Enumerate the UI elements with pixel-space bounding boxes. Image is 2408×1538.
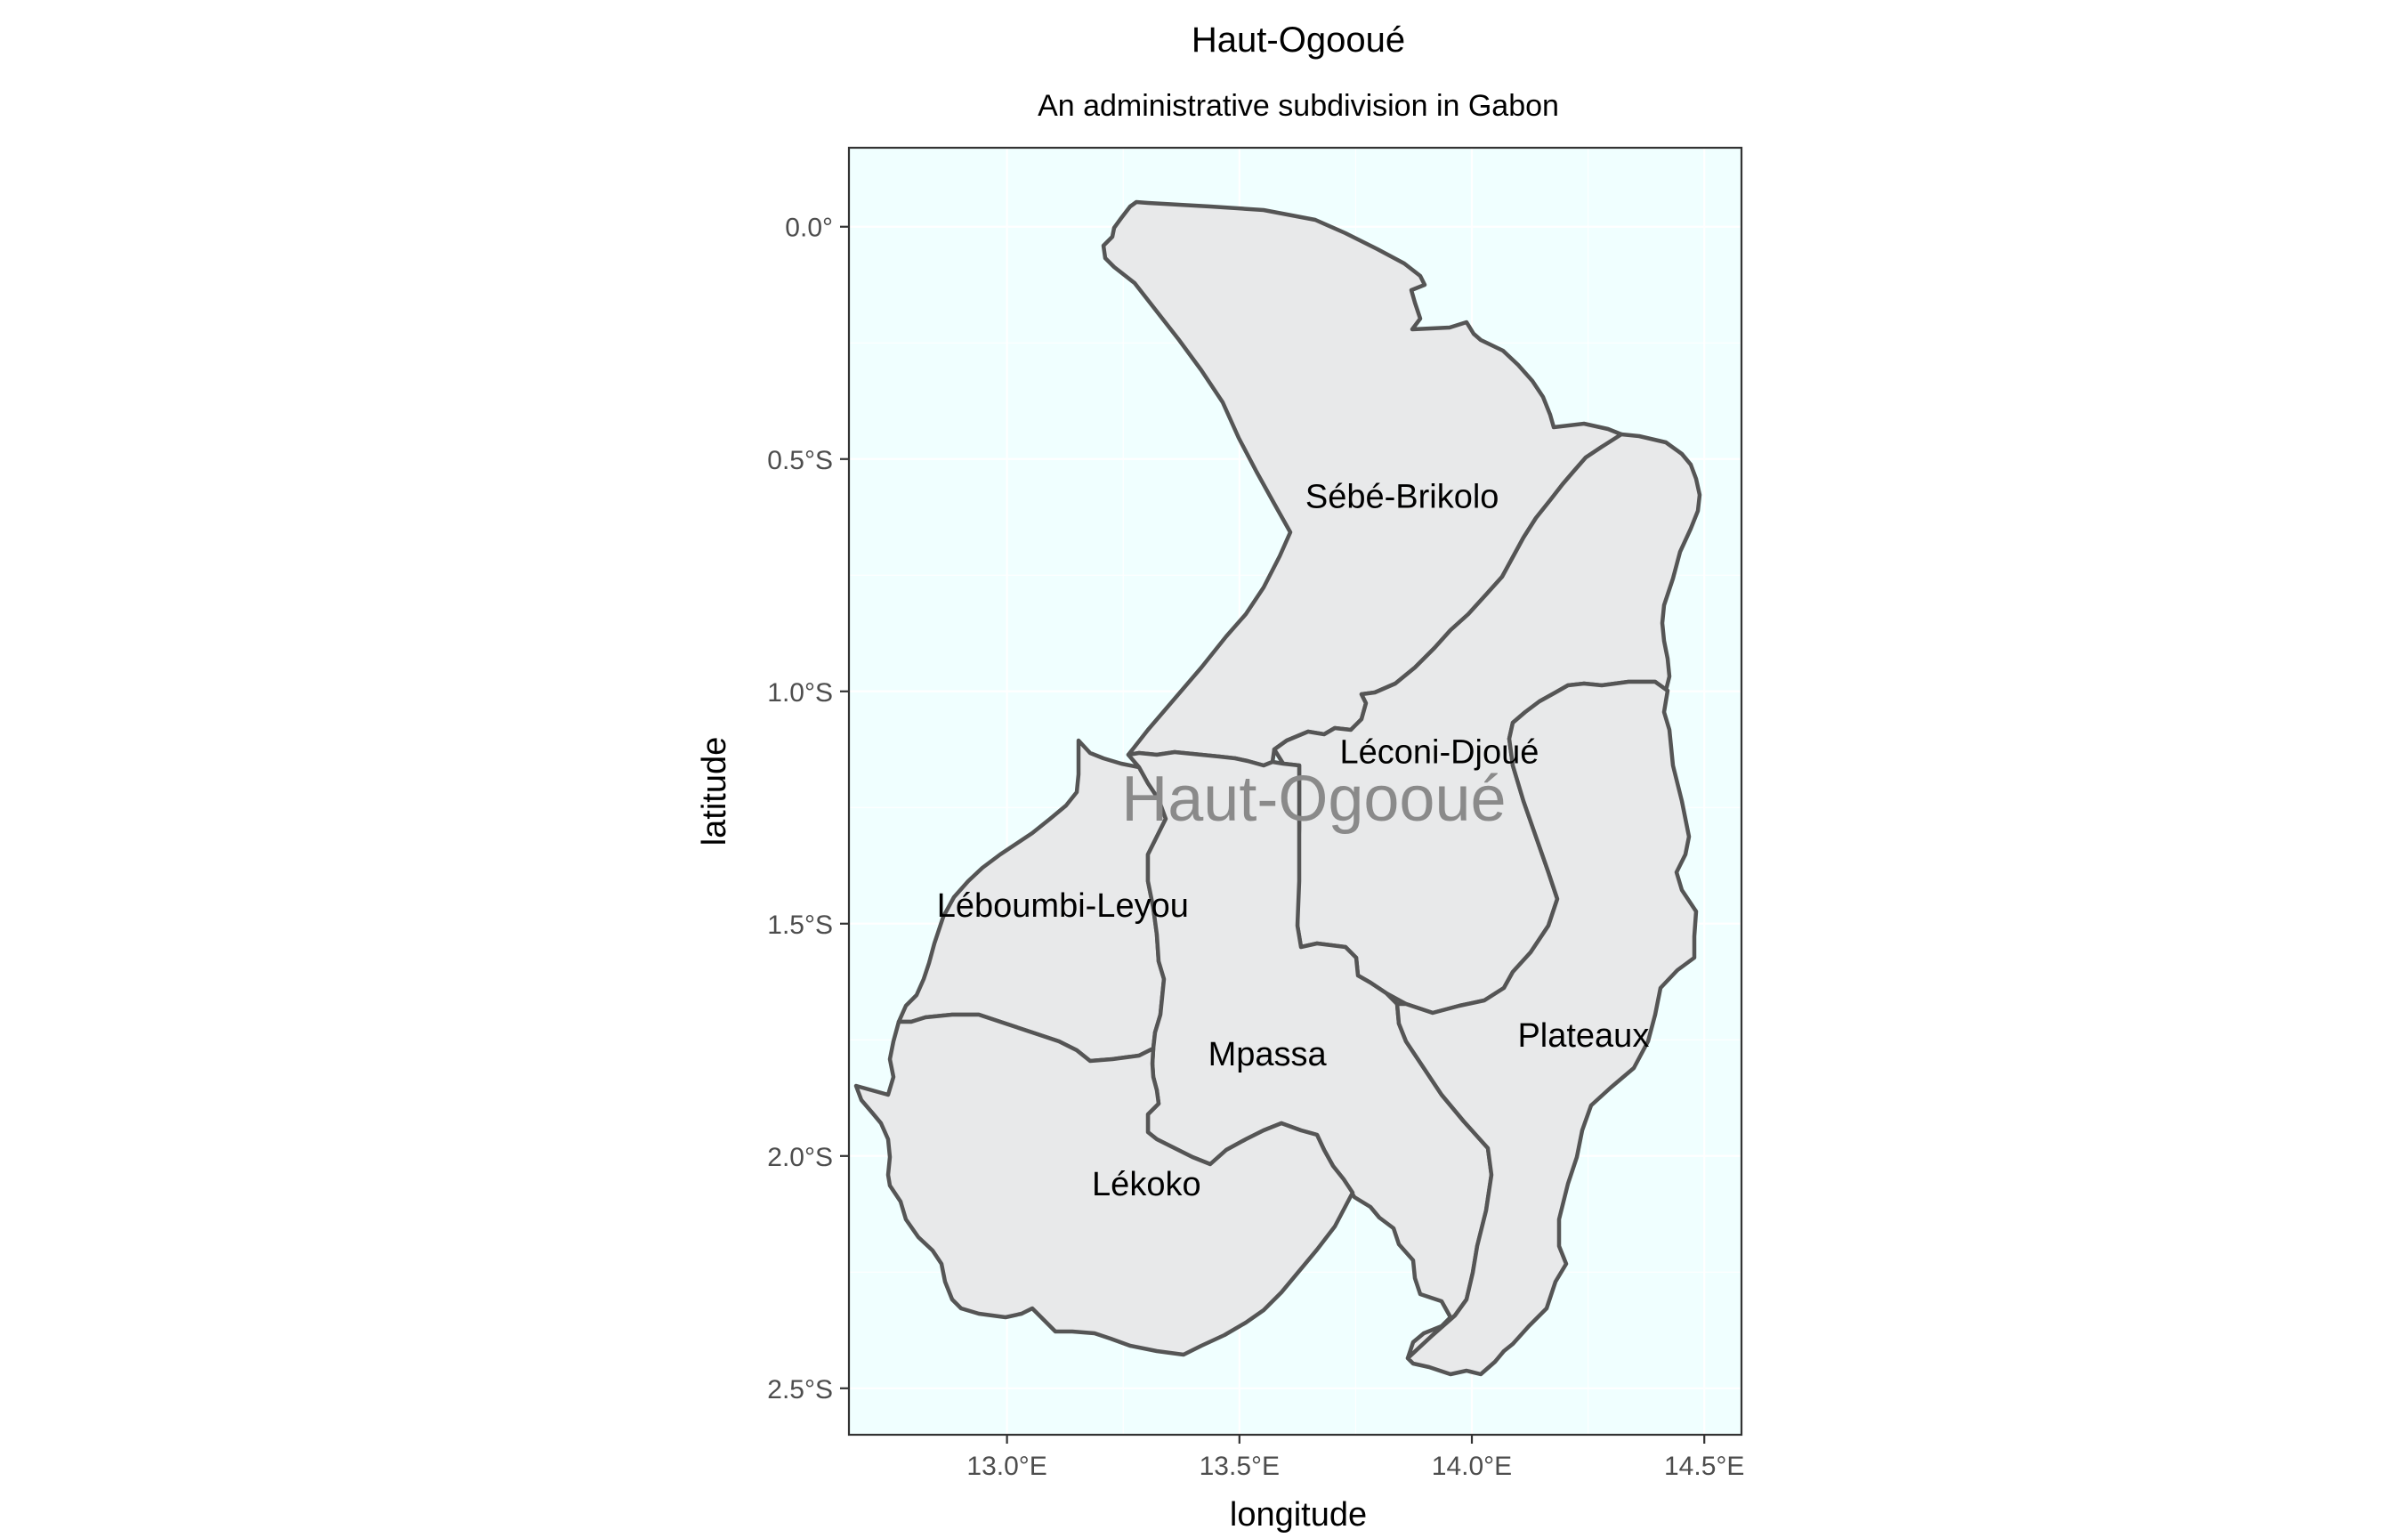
province-label: Haut-Ogooué bbox=[1121, 764, 1506, 835]
chart-title: Haut-Ogooué bbox=[1192, 20, 1405, 60]
y-tick-label: 2.5°S bbox=[767, 1375, 833, 1404]
y-axis-title: latitude bbox=[696, 737, 733, 846]
region-label: Plateaux bbox=[1517, 1017, 1649, 1055]
y-tick-label: 0.5°S bbox=[767, 446, 833, 475]
region-label: Léboumbi-Leyou bbox=[937, 887, 1189, 925]
y-axis: 0.0° 0.5°S 1.0°S 1.5°S 2.0°S 2.5°S bbox=[767, 214, 849, 1404]
y-tick-label: 1.0°S bbox=[767, 678, 833, 708]
x-tick-label: 13.0°E bbox=[966, 1452, 1046, 1481]
x-tick-label: 14.5°E bbox=[1664, 1452, 1744, 1481]
panel-border bbox=[847, 146, 1743, 1437]
chart-subtitle: An administrative subdivision in Gabon bbox=[1038, 89, 1559, 123]
y-tick-label: 2.0°S bbox=[767, 1143, 833, 1172]
region-shape bbox=[853, 1012, 1355, 1357]
region-labels: Sébé-Brikolo Léconi-Djoué Léboumbi-Leyou Mp… bbox=[937, 479, 1650, 1204]
region-shape bbox=[1126, 749, 1494, 1361]
region-shape bbox=[1394, 679, 1699, 1377]
regions bbox=[853, 199, 1702, 1377]
x-axis: 13.0°E 13.5°E 14.0°E 14.5°E bbox=[966, 1435, 1744, 1481]
region-label: Mpassa bbox=[1208, 1036, 1328, 1073]
region-label: Sébé-Brikolo bbox=[1305, 479, 1499, 516]
x-tick-label: 14.0°E bbox=[1432, 1452, 1512, 1481]
y-tick-label: 0.0° bbox=[785, 214, 833, 243]
region-label: Léconi-Djoué bbox=[1339, 734, 1539, 772]
region-label: Lékoko bbox=[1092, 1166, 1201, 1203]
x-axis-title: longitude bbox=[1230, 1496, 1367, 1534]
x-tick-label: 13.5°E bbox=[1200, 1452, 1280, 1481]
y-tick-label: 1.5°S bbox=[767, 911, 833, 940]
